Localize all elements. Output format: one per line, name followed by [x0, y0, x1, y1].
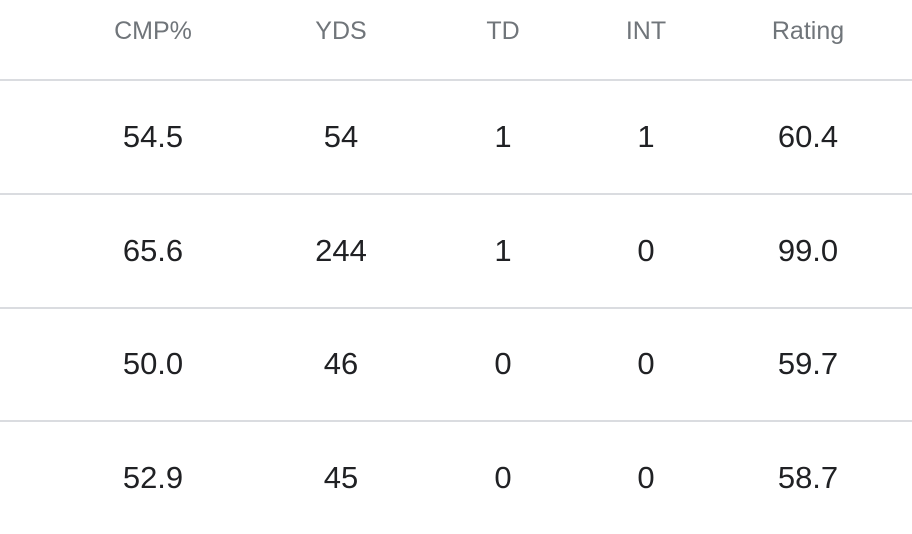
column-header-yds: YDS [315, 17, 367, 45]
cell-td: 1 [494, 233, 512, 268]
cell-rating: 59.7 [777, 346, 839, 381]
cell-rating: 99.0 [777, 233, 839, 268]
cell-yds: 244 [315, 233, 367, 268]
cell-cmp-pct: 52.9 [122, 460, 184, 495]
cell-rating: 60.4 [777, 119, 839, 154]
table-row: 54.5 54 1 1 60.4 [0, 81, 912, 195]
cell-cmp-pct: 54.5 [122, 119, 184, 154]
cell-int: 1 [637, 119, 655, 154]
cell-yds: 45 [323, 460, 359, 495]
cell-int: 0 [637, 460, 655, 495]
cell-rating: 58.7 [777, 460, 839, 495]
table-row: 65.6 244 1 0 99.0 [0, 195, 912, 309]
cell-td: 0 [494, 346, 512, 381]
cell-int: 0 [637, 233, 655, 268]
column-header-rating: Rating [771, 17, 845, 45]
cell-td: 1 [494, 119, 512, 154]
table-row: 52.9 45 0 0 58.7 [0, 422, 912, 534]
table-row: 50.0 46 0 0 59.7 [0, 308, 912, 422]
cell-int: 0 [637, 346, 655, 381]
cell-cmp-pct: 50.0 [122, 346, 184, 381]
column-header-td: TD [486, 17, 520, 45]
table-header: CMP% YDS TD INT Rating [0, 0, 912, 81]
cell-yds: 46 [323, 346, 359, 381]
column-header-cmp-pct: CMP% [114, 17, 192, 45]
cell-td: 0 [494, 460, 512, 495]
cell-cmp-pct: 65.6 [122, 233, 184, 268]
cell-yds: 54 [323, 119, 359, 154]
column-header-int: INT [625, 17, 667, 45]
